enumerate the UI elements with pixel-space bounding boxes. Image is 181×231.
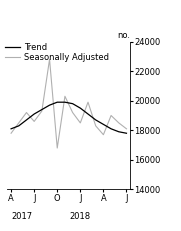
Text: 2017: 2017 (11, 212, 32, 221)
Legend: Trend, Seasonally Adjusted: Trend, Seasonally Adjusted (5, 43, 109, 62)
Text: 2018: 2018 (70, 212, 91, 221)
Text: no.: no. (117, 31, 130, 40)
